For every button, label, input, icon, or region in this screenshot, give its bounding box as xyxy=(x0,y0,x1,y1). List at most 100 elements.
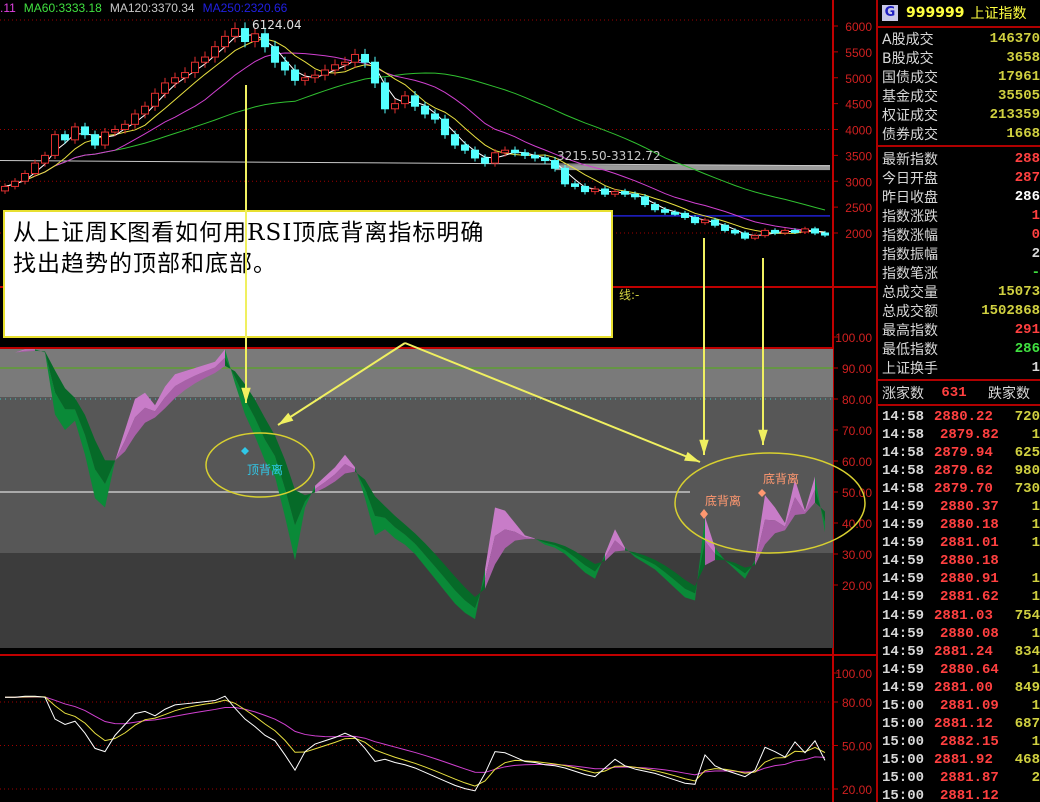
volume-row: 债券成交 1668 xyxy=(878,124,1040,143)
candle-body xyxy=(131,113,139,125)
row-label: 最低指数 xyxy=(882,341,938,358)
axis-tick-label: 90.00 xyxy=(842,362,872,376)
candle-body xyxy=(641,196,649,206)
rsi-fill-fast xyxy=(95,469,105,508)
rsi-fill-slow xyxy=(75,397,85,435)
decline-label: 跌家数 xyxy=(988,385,1030,402)
tick-price: 2881.12 xyxy=(940,788,999,802)
tick-time: 14:59 xyxy=(882,571,925,588)
axis-tick-label: 60.00 xyxy=(842,455,872,469)
rsi-fill-slow xyxy=(475,579,485,609)
rsi-fill-slow xyxy=(165,386,175,409)
tick-time: 14:59 xyxy=(882,499,925,516)
tick-time: 14:59 xyxy=(882,661,925,678)
tick-volume: 1 xyxy=(1031,697,1040,714)
tick-volume: 1 xyxy=(1031,499,1040,516)
row-value: 1668 xyxy=(1006,125,1040,142)
g-badge[interactable]: G xyxy=(882,5,898,21)
tick-time: 15:00 xyxy=(882,788,925,802)
candle-body xyxy=(311,74,319,79)
rsi-fill-slow xyxy=(575,551,585,566)
tick-price: 2880.08 xyxy=(940,625,999,642)
rsi-fill-slow xyxy=(395,515,405,535)
range-band xyxy=(555,165,830,171)
rsi-fill-fast xyxy=(45,351,55,415)
rsi-fill-fast xyxy=(745,560,755,579)
index-rows: 最新指数 288 今日开盘 287 昨日收盘 286 指数涨跌 1 指数涨幅 0 指数振幅 2 指数笔涨… xyxy=(878,149,1040,377)
candle-body xyxy=(161,82,169,94)
rsi-fill-fast xyxy=(415,543,425,567)
candle-body xyxy=(721,224,729,231)
tick-volume: 2 xyxy=(1031,769,1040,786)
ma-legend-item: .11 xyxy=(0,1,16,15)
rsi-fill-slow xyxy=(115,440,125,461)
volume-row: 权证成交 213359 xyxy=(878,105,1040,124)
candle-body xyxy=(501,149,509,154)
candle-body xyxy=(771,229,779,234)
candle-body xyxy=(541,157,549,162)
candle-body xyxy=(191,61,199,74)
tick-list[interactable]: 14:58 2880.22 720 14:58 2879.82 1 14:58 2879.94… xyxy=(878,408,1040,802)
tick-row: 14:59 2880.37 1 xyxy=(878,498,1040,516)
candle-body xyxy=(471,149,479,159)
rsi-fill-fast xyxy=(635,554,645,564)
axis-tick-label: 80.00 xyxy=(842,393,872,407)
row-label: 国债成交 xyxy=(882,69,938,86)
candle-body xyxy=(561,167,569,185)
axis-tick-label: 20.00 xyxy=(842,783,872,797)
volume-row: 基金成交 35505 xyxy=(878,86,1040,105)
rsi-fill-slow xyxy=(225,357,235,378)
row-value: 286 xyxy=(1014,340,1040,357)
tick-volume: 980 xyxy=(1014,463,1040,480)
candle-body xyxy=(621,191,629,195)
rsi-fill-fast xyxy=(585,565,595,579)
row-value: 35505 xyxy=(997,87,1040,104)
tick-price: 2880.64 xyxy=(940,661,999,678)
rsi-fill-fast xyxy=(225,349,235,384)
candle-body xyxy=(221,35,229,48)
rsi-fill-fast xyxy=(355,467,365,499)
tick-time: 14:59 xyxy=(882,679,925,696)
rsi-fill-fast xyxy=(85,434,95,499)
rsi-fill-fast xyxy=(185,368,195,381)
tick-volume: 1 xyxy=(1031,517,1040,534)
rsi-fill-slow xyxy=(145,407,155,423)
axis-tick-label: 6000 xyxy=(845,20,872,34)
range-label: 3215.50-3312.72 xyxy=(557,149,661,163)
rsi-fill-fast xyxy=(335,454,345,475)
rsi-fill-fast xyxy=(215,349,225,368)
candle-body xyxy=(301,77,309,81)
candle-body xyxy=(681,212,689,218)
candle-body xyxy=(51,134,59,156)
axis-tick-label: 2500 xyxy=(845,201,872,215)
tick-price: 2881.62 xyxy=(940,589,999,606)
candle-body xyxy=(521,152,529,156)
tick-time: 14:59 xyxy=(882,643,925,660)
candle-body xyxy=(41,154,49,164)
candle-body xyxy=(231,28,239,37)
rsi-fill-slow xyxy=(465,587,475,609)
rsi-fill-fast xyxy=(15,349,25,353)
tick-price: 2881.87 xyxy=(940,769,999,786)
rsi-fill-slow xyxy=(295,490,305,526)
rsi-fill-fast xyxy=(125,399,135,441)
row-label: B股成交 xyxy=(882,50,934,67)
tick-row: 14:59 2881.03 754 xyxy=(878,607,1040,625)
row-value: 1502868 xyxy=(981,302,1040,319)
candle-body xyxy=(151,92,159,107)
candle-body xyxy=(11,180,19,187)
rsi-fill-slow xyxy=(345,464,355,474)
rsi-fill-fast xyxy=(735,566,745,579)
tick-time: 15:00 xyxy=(882,715,925,732)
candle-body xyxy=(141,105,149,115)
row-label: 指数涨幅 xyxy=(882,227,938,244)
row-label: 最新指数 xyxy=(882,151,938,168)
index-row: 指数笔涨 - xyxy=(878,263,1040,282)
rsi-fill-fast xyxy=(235,377,245,415)
rsi-fill-fast xyxy=(25,349,35,351)
rsi-fill-slow xyxy=(445,565,455,591)
tick-time: 15:00 xyxy=(882,769,925,786)
row-label: 基金成交 xyxy=(882,88,938,105)
chart-canvas[interactable]: 6000 5500 5000 4500 4000 3500 3000 2500 2000 100.… xyxy=(0,0,876,802)
tick-volume: 834 xyxy=(1014,643,1040,660)
